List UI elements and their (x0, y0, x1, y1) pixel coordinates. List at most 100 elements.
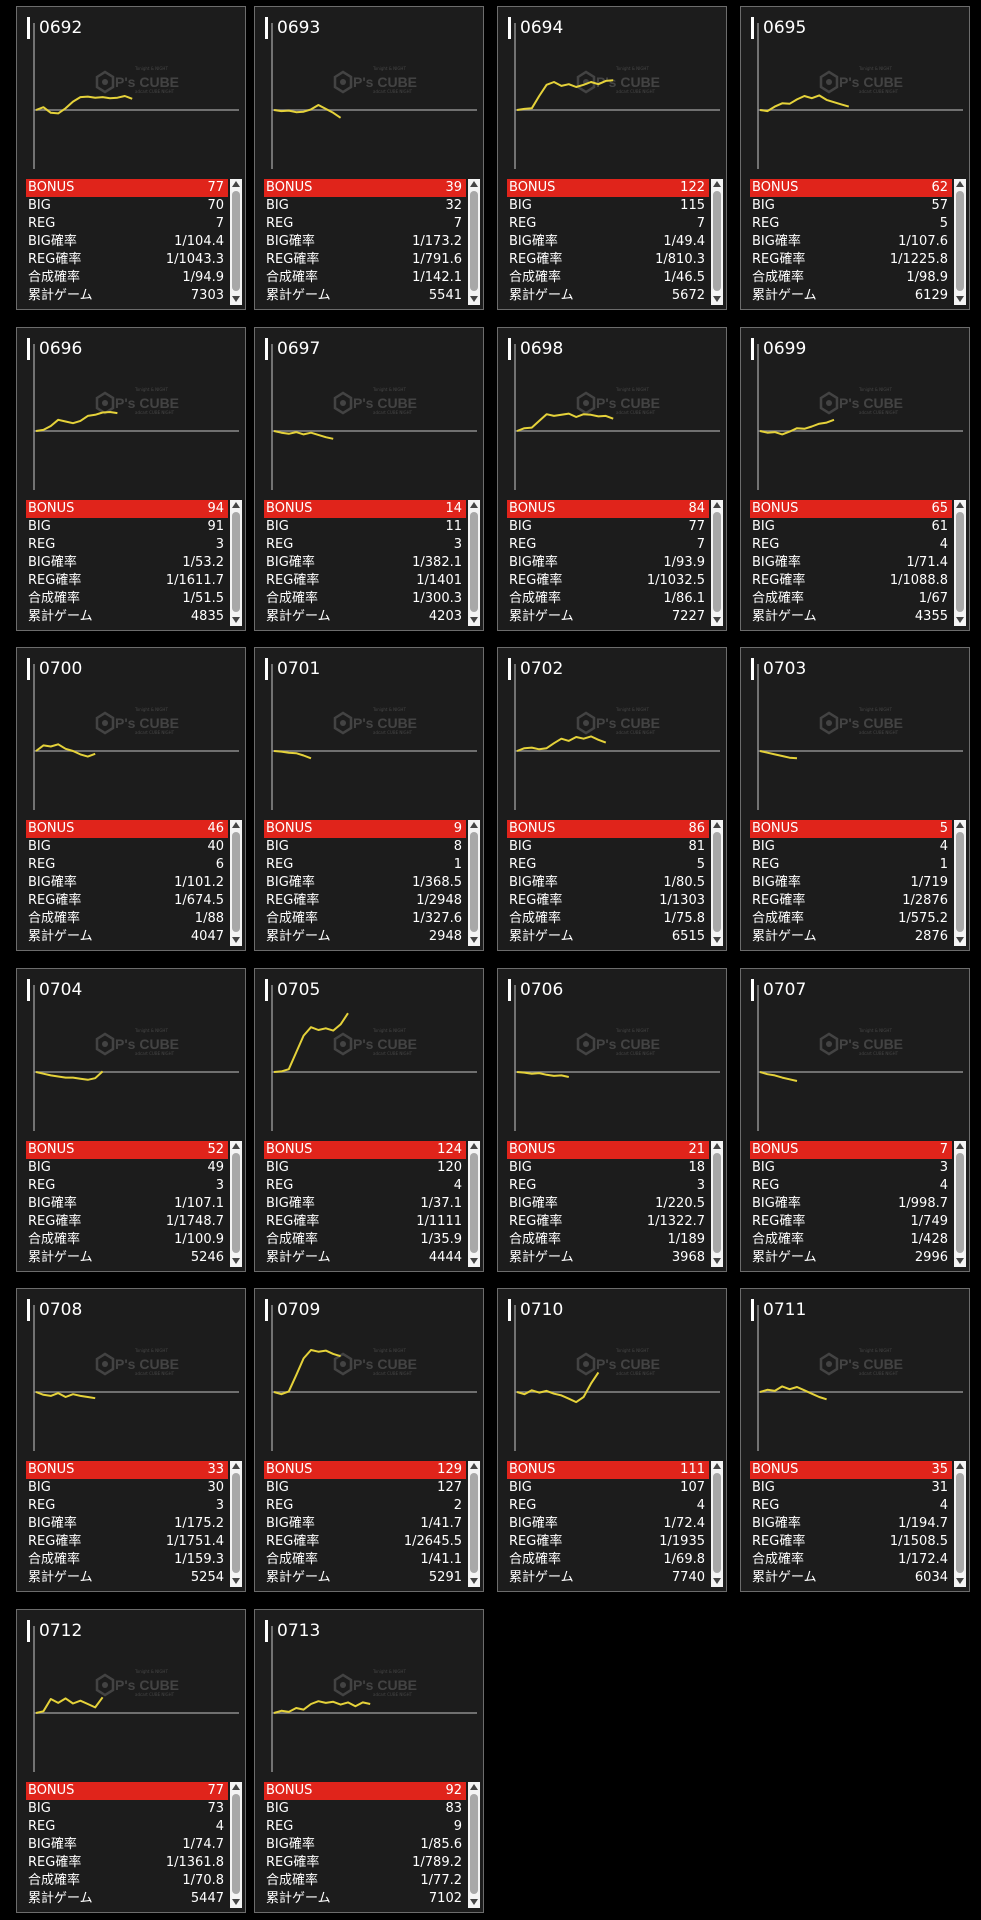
machine-card-0708[interactable]: 0708 Tonight & NIGHT P's CUBE adcart CUB… (16, 1288, 246, 1592)
stats-scrollbar[interactable] (230, 179, 242, 305)
scroll-thumb[interactable] (470, 832, 478, 932)
scroll-down-arrow-icon[interactable] (232, 1578, 240, 1584)
machine-card-0692[interactable]: 0692 Tonight & NIGHT P's CUBE adcart CUB… (16, 6, 246, 310)
scroll-thumb[interactable] (956, 832, 964, 932)
scroll-thumb[interactable] (713, 832, 721, 932)
scroll-down-arrow-icon[interactable] (232, 937, 240, 943)
scroll-thumb[interactable] (470, 1153, 478, 1253)
scroll-thumb[interactable] (470, 1473, 478, 1573)
stats-scrollbar[interactable] (711, 179, 723, 305)
machine-card-0694[interactable]: 0694 Tonight & NIGHT P's CUBE adcart CUB… (497, 6, 727, 310)
scroll-thumb[interactable] (232, 512, 240, 612)
machine-card-0701[interactable]: 0701 Tonight & NIGHT P's CUBE adcart CUB… (254, 647, 484, 951)
scroll-down-arrow-icon[interactable] (713, 937, 721, 943)
stats-scrollbar[interactable] (954, 500, 966, 626)
stats-scrollbar[interactable] (230, 500, 242, 626)
machine-card-0705[interactable]: 0705 Tonight & NIGHT P's CUBE adcart CUB… (254, 968, 484, 1272)
scroll-down-arrow-icon[interactable] (956, 617, 964, 623)
scroll-up-arrow-icon[interactable] (470, 502, 478, 508)
scroll-down-arrow-icon[interactable] (470, 937, 478, 943)
scroll-up-arrow-icon[interactable] (232, 1784, 240, 1790)
scroll-thumb[interactable] (713, 191, 721, 291)
machine-card-0695[interactable]: 0695 Tonight & NIGHT P's CUBE adcart CUB… (740, 6, 970, 310)
scroll-up-arrow-icon[interactable] (470, 1143, 478, 1149)
scroll-thumb[interactable] (956, 1473, 964, 1573)
scroll-up-arrow-icon[interactable] (713, 502, 721, 508)
stats-scrollbar[interactable] (468, 1782, 480, 1908)
stats-scrollbar[interactable] (468, 820, 480, 946)
stats-scrollbar[interactable] (468, 179, 480, 305)
scroll-down-arrow-icon[interactable] (232, 1899, 240, 1905)
scroll-up-arrow-icon[interactable] (232, 822, 240, 828)
scroll-up-arrow-icon[interactable] (956, 1143, 964, 1149)
scroll-up-arrow-icon[interactable] (956, 1463, 964, 1469)
machine-card-0712[interactable]: 0712 Tonight & NIGHT P's CUBE adcart CUB… (16, 1609, 246, 1913)
scroll-up-arrow-icon[interactable] (713, 1463, 721, 1469)
scroll-up-arrow-icon[interactable] (956, 822, 964, 828)
machine-card-0702[interactable]: 0702 Tonight & NIGHT P's CUBE adcart CUB… (497, 647, 727, 951)
scroll-down-arrow-icon[interactable] (470, 1258, 478, 1264)
scroll-down-arrow-icon[interactable] (956, 937, 964, 943)
stats-scrollbar[interactable] (954, 1461, 966, 1587)
stats-scrollbar[interactable] (954, 179, 966, 305)
stats-scrollbar[interactable] (230, 1461, 242, 1587)
scroll-up-arrow-icon[interactable] (713, 1143, 721, 1149)
scroll-down-arrow-icon[interactable] (713, 1258, 721, 1264)
stats-scrollbar[interactable] (954, 820, 966, 946)
scroll-up-arrow-icon[interactable] (232, 1143, 240, 1149)
scroll-up-arrow-icon[interactable] (470, 1784, 478, 1790)
scroll-thumb[interactable] (232, 1473, 240, 1573)
machine-card-0711[interactable]: 0711 Tonight & NIGHT P's CUBE adcart CUB… (740, 1288, 970, 1592)
stats-scrollbar[interactable] (711, 1461, 723, 1587)
machine-card-0710[interactable]: 0710 Tonight & NIGHT P's CUBE adcart CUB… (497, 1288, 727, 1592)
machine-card-0700[interactable]: 0700 Tonight & NIGHT P's CUBE adcart CUB… (16, 647, 246, 951)
scroll-down-arrow-icon[interactable] (470, 296, 478, 302)
scroll-thumb[interactable] (470, 191, 478, 291)
scroll-up-arrow-icon[interactable] (713, 181, 721, 187)
stats-scrollbar[interactable] (230, 820, 242, 946)
machine-card-0713[interactable]: 0713 Tonight & NIGHT P's CUBE adcart CUB… (254, 1609, 484, 1913)
stats-scrollbar[interactable] (954, 1141, 966, 1267)
scroll-down-arrow-icon[interactable] (470, 617, 478, 623)
scroll-down-arrow-icon[interactable] (713, 1578, 721, 1584)
scroll-down-arrow-icon[interactable] (956, 1258, 964, 1264)
scroll-up-arrow-icon[interactable] (470, 1463, 478, 1469)
scroll-thumb[interactable] (956, 512, 964, 612)
scroll-down-arrow-icon[interactable] (956, 296, 964, 302)
stats-scrollbar[interactable] (711, 820, 723, 946)
scroll-down-arrow-icon[interactable] (713, 296, 721, 302)
scroll-thumb[interactable] (713, 512, 721, 612)
stats-scrollbar[interactable] (711, 500, 723, 626)
machine-card-0709[interactable]: 0709 Tonight & NIGHT P's CUBE adcart CUB… (254, 1288, 484, 1592)
scroll-down-arrow-icon[interactable] (232, 617, 240, 623)
stats-scrollbar[interactable] (230, 1782, 242, 1908)
machine-card-0699[interactable]: 0699 Tonight & NIGHT P's CUBE adcart CUB… (740, 327, 970, 631)
scroll-thumb[interactable] (232, 832, 240, 932)
scroll-thumb[interactable] (470, 1794, 478, 1894)
machine-card-0696[interactable]: 0696 Tonight & NIGHT P's CUBE adcart CUB… (16, 327, 246, 631)
scroll-up-arrow-icon[interactable] (470, 181, 478, 187)
scroll-thumb[interactable] (713, 1473, 721, 1573)
stats-scrollbar[interactable] (230, 1141, 242, 1267)
machine-card-0698[interactable]: 0698 Tonight & NIGHT P's CUBE adcart CUB… (497, 327, 727, 631)
scroll-up-arrow-icon[interactable] (232, 502, 240, 508)
scroll-up-arrow-icon[interactable] (232, 1463, 240, 1469)
machine-card-0707[interactable]: 0707 Tonight & NIGHT P's CUBE adcart CUB… (740, 968, 970, 1272)
stats-scrollbar[interactable] (468, 1141, 480, 1267)
scroll-thumb[interactable] (713, 1153, 721, 1253)
machine-card-0704[interactable]: 0704 Tonight & NIGHT P's CUBE adcart CUB… (16, 968, 246, 1272)
scroll-thumb[interactable] (232, 1794, 240, 1894)
scroll-up-arrow-icon[interactable] (470, 822, 478, 828)
scroll-thumb[interactable] (956, 191, 964, 291)
machine-card-0706[interactable]: 0706 Tonight & NIGHT P's CUBE adcart CUB… (497, 968, 727, 1272)
machine-card-0697[interactable]: 0697 Tonight & NIGHT P's CUBE adcart CUB… (254, 327, 484, 631)
scroll-up-arrow-icon[interactable] (713, 822, 721, 828)
scroll-up-arrow-icon[interactable] (956, 181, 964, 187)
scroll-down-arrow-icon[interactable] (232, 1258, 240, 1264)
machine-card-0703[interactable]: 0703 Tonight & NIGHT P's CUBE adcart CUB… (740, 647, 970, 951)
scroll-down-arrow-icon[interactable] (232, 296, 240, 302)
scroll-up-arrow-icon[interactable] (956, 502, 964, 508)
stats-scrollbar[interactable] (711, 1141, 723, 1267)
scroll-up-arrow-icon[interactable] (232, 181, 240, 187)
scroll-thumb[interactable] (232, 1153, 240, 1253)
